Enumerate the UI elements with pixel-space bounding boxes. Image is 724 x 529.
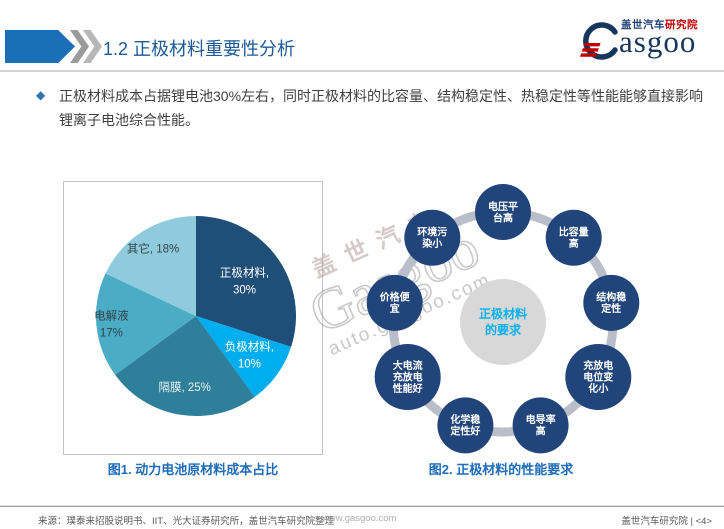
diagram-text: 大电流充放电性能好 [392, 359, 423, 395]
requirement-node [583, 274, 640, 331]
diagram-text: 化学稳定性好 [450, 413, 480, 438]
logo-brand-cn-red: 研究院 [665, 19, 698, 31]
center-node [460, 279, 546, 365]
pie-slice [115, 316, 255, 417]
requirement-node [565, 344, 632, 410]
requirement-node [512, 397, 569, 454]
site-url: www.gasgoo.com [322, 513, 397, 524]
figure1-caption: 图1. 动力电池原材料成本占比 [107, 462, 279, 477]
diagram-text: 负极材料, 10% [225, 339, 274, 370]
pie-slice [105, 216, 196, 316]
gasgoo-g-icon [580, 22, 618, 60]
diagram-text: 比容量高 [559, 226, 589, 251]
page-indicator: 盖世汽车研究院 | <4> [621, 516, 712, 527]
bullet-diamond-icon: ◆ [36, 88, 46, 102]
figure1-panel: 正极材料, 30% 负极材料, 10% 隔膜, 25% 电解液 17% 其它, 18% [63, 181, 323, 455]
figure2-caption: 图2. 正极材料的性能要求 [428, 462, 574, 477]
requirement-node [437, 397, 494, 454]
page-title: 1.2 正极材料重要性分析 [103, 39, 296, 59]
diagram-text: 电解液 17% [94, 309, 129, 340]
bullet-text: 正极材料成本占据锂电池30%左右，同时正极材料的比容量、结构稳定性、热稳定性等性… [59, 88, 704, 128]
cost-pie-chart: 正极材料, 30% 负极材料, 10% 隔膜, 25% 电解液 17% 其它, 18% [94, 216, 296, 417]
logo-brand-cn: 盖世汽车 [621, 19, 665, 31]
logo-wordmark: asgoo [619, 24, 697, 59]
diagram-text: 其它, 18% [127, 242, 179, 256]
requirement-node [366, 274, 423, 331]
diagram-text: 隔膜, 25% [158, 381, 210, 394]
figure2-panel: 电压平台高比容量高结构稳定性充放电电位变化小电导率高 化学稳定性好 大电流充放电性能… [351, 170, 655, 474]
header-divider [0, 70, 724, 72]
requirement-node [374, 344, 441, 410]
source-text: 来源：璞泰来招股说明书、IIT、光大证券研究所，盖世汽车研究院整理 [38, 516, 335, 527]
diagram-text: 正极材料, 30% [220, 265, 269, 296]
diagram-text: 电压平台高 [488, 200, 518, 225]
requirement-node [545, 209, 602, 266]
pie-slice [196, 316, 292, 397]
diagram-text: 结构稳定性 [596, 291, 626, 316]
diagram-text: 正极材料的要求 [479, 306, 527, 337]
pie-slice [95, 273, 196, 375]
pie-slice [196, 216, 296, 347]
gasgoo-logo: 盖世汽车研究院 asgoo [578, 15, 718, 65]
diagram-text: 环境污染小 [417, 226, 447, 251]
requirement-node [404, 209, 461, 266]
footer-divider [0, 505, 724, 507]
diagram-text: 充放电电位变化小 [583, 359, 613, 395]
diagram-text: 价格便宜 [380, 291, 411, 316]
header-accent-arrow [5, 30, 75, 63]
requirement-node [475, 184, 531, 240]
diagram-text: 电导率高 [526, 413, 556, 438]
logo-cn-text: 盖世汽车研究院 [621, 17, 698, 32]
